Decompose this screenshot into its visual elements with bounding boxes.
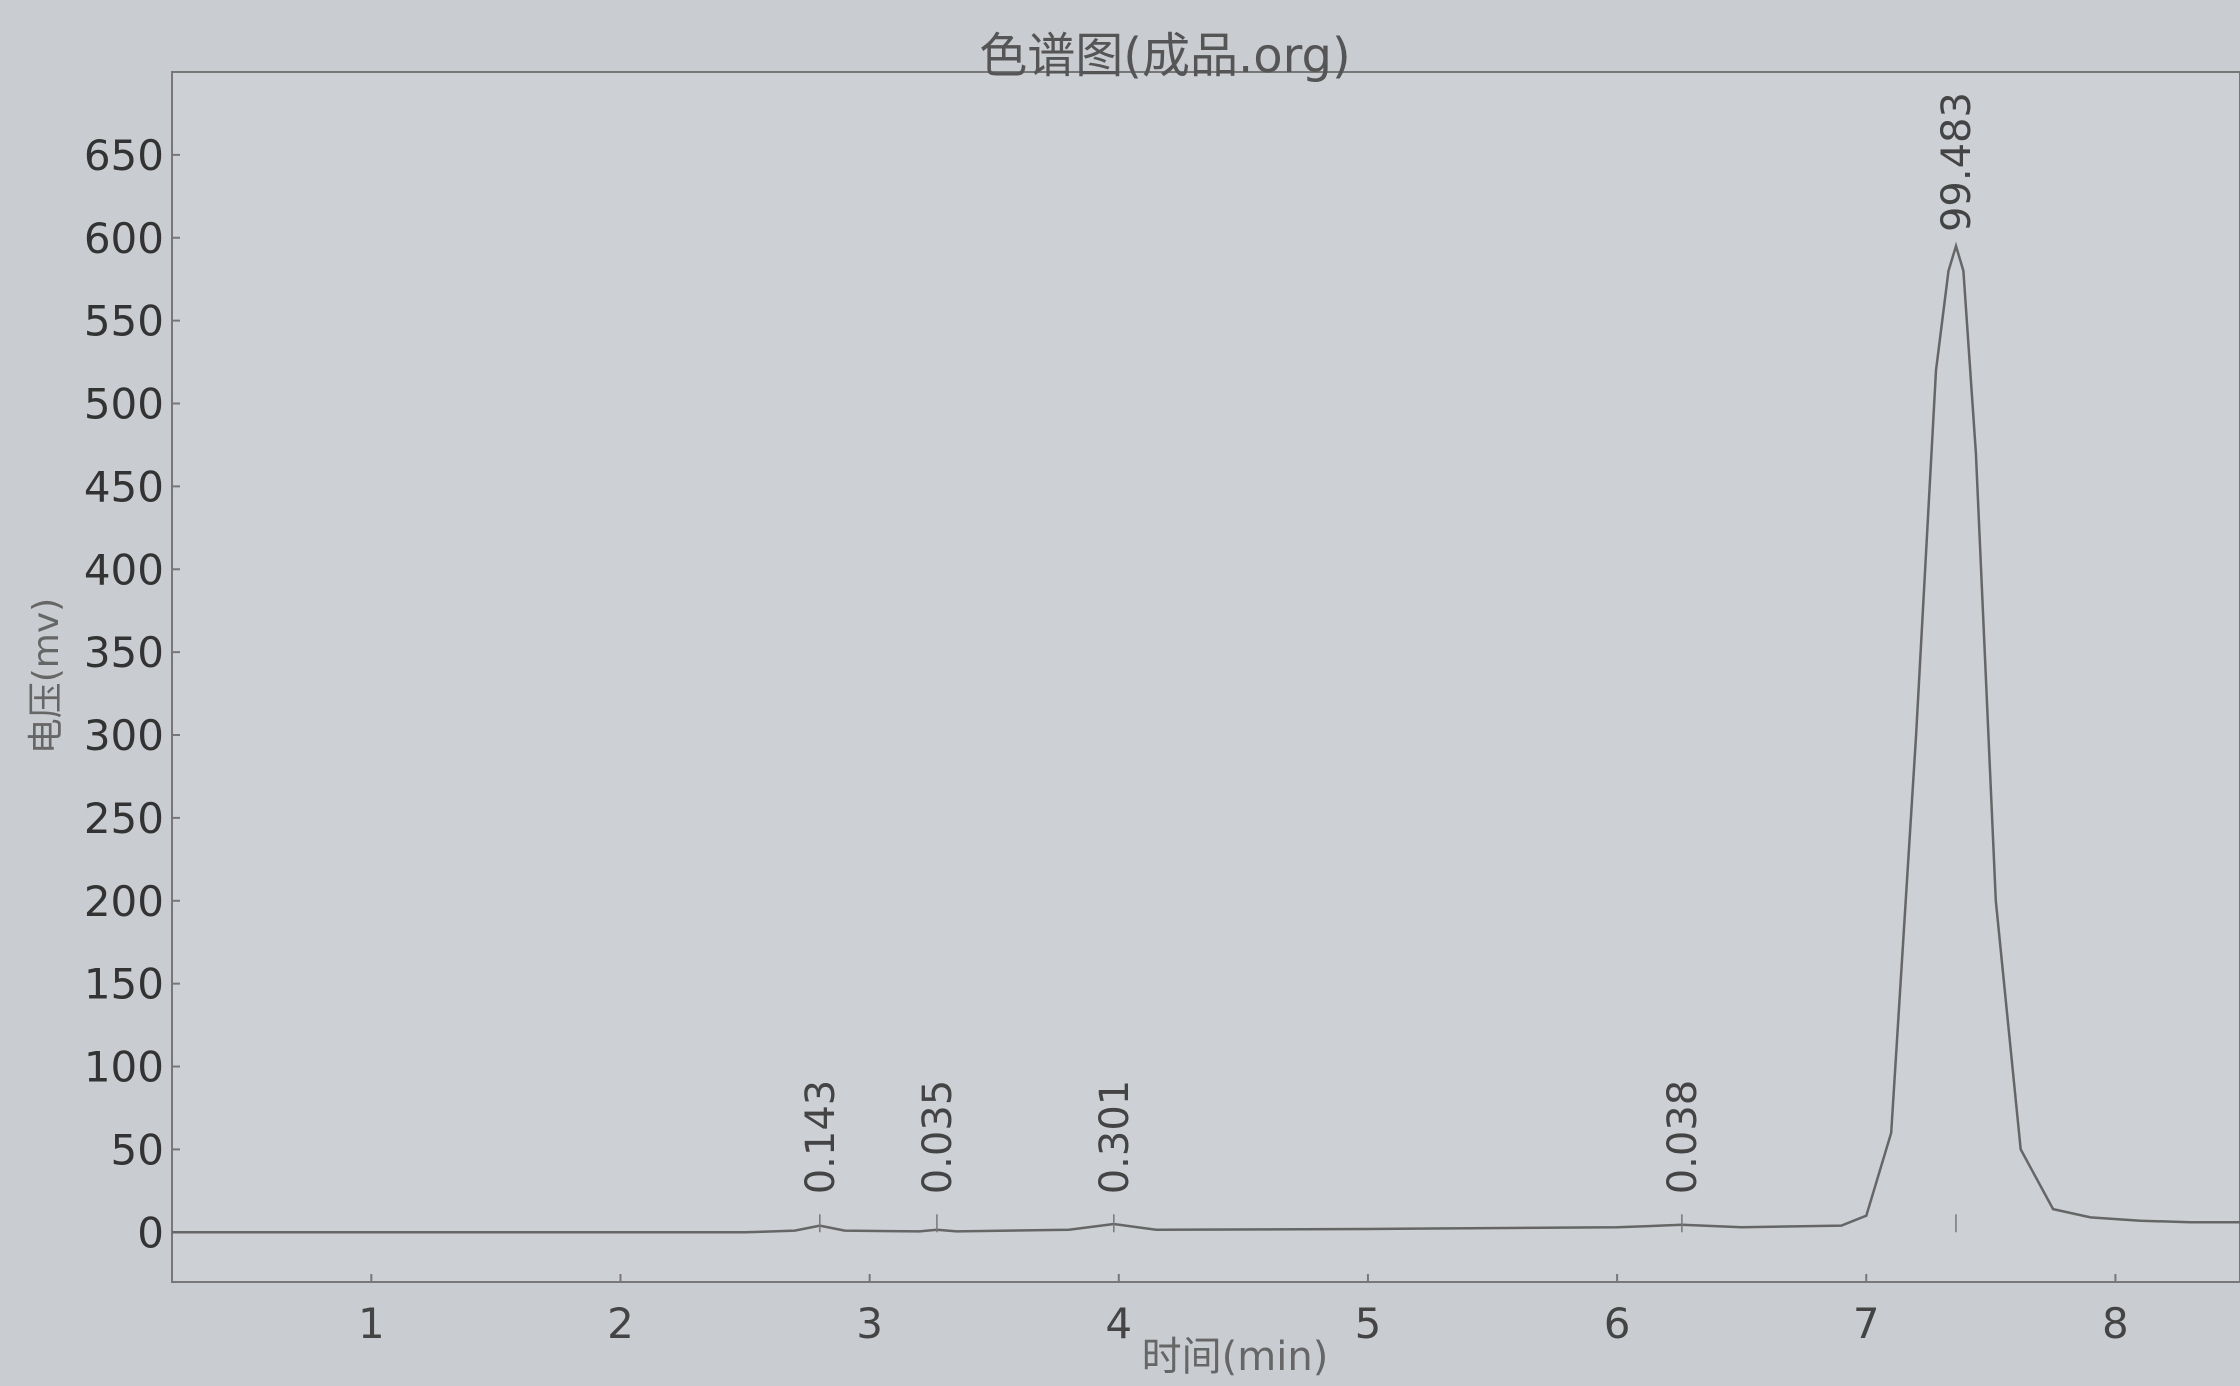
y-tick-label: 50: [111, 1125, 164, 1174]
series-line: [172, 241, 2240, 1234]
y-tick-label: 0: [137, 1208, 164, 1257]
y-tick-label: 500: [84, 380, 164, 429]
y-axis-label: 电压(mv): [26, 598, 67, 754]
y-tick-label: 200: [84, 877, 164, 926]
peak-label: 0.301: [1092, 1080, 1138, 1195]
y-tick-label: 450: [84, 462, 164, 511]
y-tick-label: 250: [84, 794, 164, 843]
x-tick-label: 7: [1853, 1299, 1880, 1348]
y-tick-label: 600: [84, 214, 164, 263]
x-axis-label: 时间(min): [1142, 1334, 1329, 1380]
x-axis: 1 2 3 4 5 6 7 8: [358, 1274, 2129, 1348]
y-tick-label: 300: [84, 711, 164, 760]
x-tick-label: 5: [1355, 1299, 1382, 1348]
x-tick-label: 2: [607, 1299, 634, 1348]
x-tick-label: 8: [2102, 1299, 2129, 1348]
series-layer: [172, 241, 2240, 1234]
peak-label: 0.038: [1660, 1080, 1706, 1195]
x-tick-label: 3: [856, 1299, 883, 1348]
x-tick-label: 1: [358, 1299, 385, 1348]
chart-title: 色谱图(成品.org): [979, 28, 1350, 84]
y-tick-label: 400: [84, 545, 164, 594]
peak-label: 0.035: [915, 1080, 961, 1195]
peak-label: 0.143: [798, 1080, 844, 1195]
x-tick-label: 6: [1604, 1299, 1631, 1348]
y-tick-label: 150: [84, 960, 164, 1009]
x-tick-label: 4: [1105, 1299, 1132, 1348]
peak-label: 99.483: [1934, 92, 1980, 232]
y-tick-label: 650: [84, 131, 164, 180]
plot-frame: [171, 71, 2240, 1283]
y-tick-label: 550: [84, 297, 164, 346]
y-tick-label: 100: [84, 1043, 164, 1092]
peak-labels: 0.143 0.035 0.301 0.038 99.483: [798, 92, 1980, 1233]
y-tick-label: 350: [84, 628, 164, 677]
y-axis: 0 50 100 150 200 250 300 350 400 450 500 550 600 650: [84, 131, 180, 1257]
